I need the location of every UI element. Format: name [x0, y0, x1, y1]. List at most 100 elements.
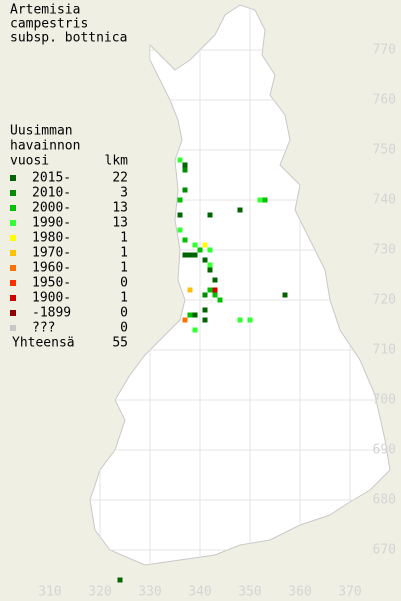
legend-label: 2015-: [32, 171, 71, 186]
y-tick-label: 700: [373, 393, 396, 408]
finland-outline: [89, 4, 391, 566]
observation: [192, 312, 198, 318]
observation: [207, 212, 213, 218]
observation: [177, 197, 183, 203]
x-tick-label: 310: [38, 585, 61, 600]
observation: [247, 317, 253, 323]
legend-total: 55: [112, 336, 128, 351]
legend-count: 1: [120, 246, 128, 261]
x-tick-label: 330: [138, 585, 161, 600]
legend-swatch: [10, 295, 16, 301]
observation: [187, 252, 193, 258]
legend-label: 1960-: [32, 261, 71, 276]
y-tick-label: 670: [373, 543, 396, 558]
observation: [262, 197, 268, 203]
title-line: subsp. bottnica: [10, 31, 127, 46]
observation: [212, 287, 218, 293]
observation: [177, 157, 183, 163]
observation: [202, 317, 208, 323]
observation: [187, 287, 193, 293]
legend-swatch: [10, 175, 16, 181]
y-tick-label: 680: [373, 493, 396, 508]
legend-swatch: [10, 250, 16, 256]
y-tick-label: 760: [373, 93, 396, 108]
legend-swatch: [10, 235, 16, 241]
y-tick-label: 750: [373, 143, 396, 158]
observation: [202, 307, 208, 313]
observation: [192, 327, 198, 333]
legend-label: 2010-: [32, 186, 71, 201]
legend-swatch: [10, 325, 16, 331]
observation: [237, 207, 243, 213]
legend-count: 3: [120, 186, 128, 201]
legend-swatch: [10, 310, 16, 316]
title-line: campestris: [10, 17, 88, 32]
x-tick-label: 350: [238, 585, 261, 600]
observation: [202, 257, 208, 263]
observation: [182, 252, 188, 258]
legend-label: 1950-: [32, 276, 71, 291]
legend-header: havainnon: [10, 139, 80, 154]
observation: [182, 187, 188, 193]
x-tick-label: 360: [288, 585, 311, 600]
observation: [182, 237, 188, 243]
observation: [182, 167, 188, 173]
legend-label: 1980-: [32, 231, 71, 246]
observation: [212, 292, 218, 298]
observation: [182, 317, 188, 323]
y-tick-label: 690: [373, 443, 396, 458]
legend-count: 1: [120, 291, 128, 306]
legend-label: 1900-: [32, 291, 71, 306]
observation: [192, 242, 198, 248]
observation: [282, 292, 288, 298]
x-tick-label: 320: [88, 585, 111, 600]
observation: [187, 312, 193, 318]
legend-count: 22: [112, 171, 128, 186]
observation: [207, 247, 213, 253]
legend-count: 13: [112, 216, 128, 231]
observation: [212, 277, 218, 283]
x-tick-label: 340: [188, 585, 211, 600]
legend-count: 0: [120, 306, 128, 321]
legend-count: 1: [120, 231, 128, 246]
observation: [197, 247, 203, 253]
legend-count: 13: [112, 201, 128, 216]
observation: [177, 227, 183, 233]
observations: [117, 157, 288, 583]
legend-swatch: [10, 205, 16, 211]
y-tick-label: 770: [373, 43, 396, 58]
y-tick-label: 710: [373, 343, 396, 358]
y-tick-label: 740: [373, 193, 396, 208]
legend-count: 0: [120, 321, 128, 336]
y-tick-label: 730: [373, 243, 396, 258]
observation: [257, 197, 263, 203]
observation: [202, 292, 208, 298]
title-line: Artemisia: [10, 3, 80, 18]
legend-count: 1: [120, 261, 128, 276]
y-tick-label: 720: [373, 293, 396, 308]
observation: [217, 297, 223, 303]
legend-swatch: [10, 265, 16, 271]
legend-swatch: [10, 190, 16, 196]
legend-header: vuosi: [10, 154, 49, 169]
observation: [117, 577, 123, 583]
legend-header: Uusimman: [10, 124, 73, 139]
x-tick-label: 370: [338, 585, 361, 600]
observation: [182, 162, 188, 168]
legend-count: 0: [120, 276, 128, 291]
observation: [177, 212, 183, 218]
legend-label: ???: [32, 321, 55, 336]
legend-swatch: [10, 220, 16, 226]
legend-swatch: [10, 280, 16, 286]
legend-label: 1990-: [32, 216, 71, 231]
observation: [192, 252, 198, 258]
observation: [202, 242, 208, 248]
legend-label: -1899: [32, 306, 71, 321]
observation: [207, 267, 213, 273]
observation: [237, 317, 243, 323]
legend-label: 1970-: [32, 246, 71, 261]
legend-total-label: Yhteensä: [12, 336, 75, 351]
observation: [207, 287, 213, 293]
